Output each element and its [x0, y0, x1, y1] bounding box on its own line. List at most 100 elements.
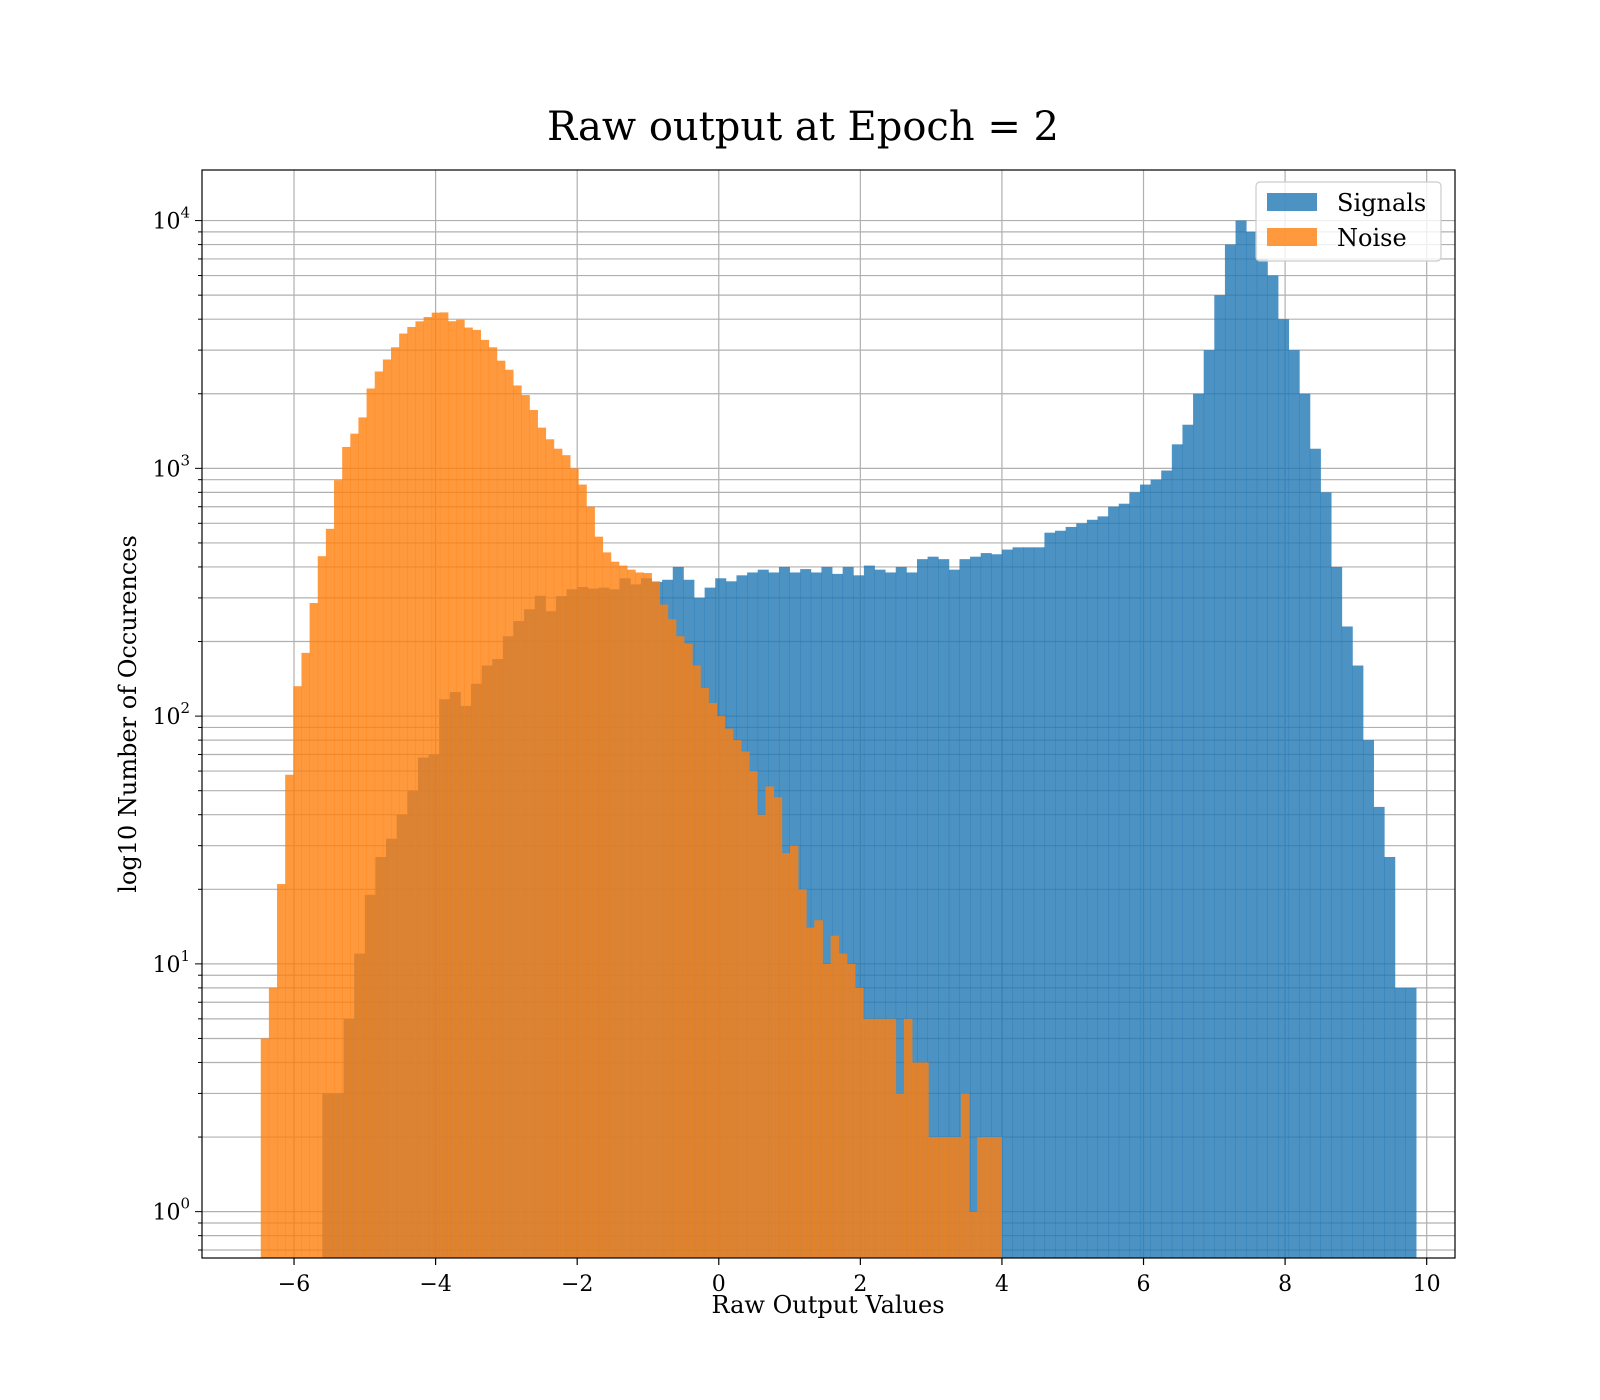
x-tick-label: 8	[1278, 1272, 1292, 1297]
noise-bar	[667, 619, 677, 1258]
signals-bar	[1246, 231, 1258, 1258]
signals-bar	[863, 565, 875, 1258]
noise-bar	[594, 536, 604, 1258]
signals-bar	[1309, 448, 1321, 1258]
noise-bar	[285, 774, 294, 1258]
noise-bar	[936, 1137, 945, 1258]
noise-bar	[993, 1137, 1002, 1258]
y-axis-ticks: 100 101 102 103 104	[152, 204, 202, 1251]
noise-bar	[399, 333, 408, 1258]
noise-bar	[537, 427, 547, 1258]
legend-swatch-signals	[1267, 193, 1317, 211]
noise-bar	[610, 561, 620, 1258]
signals-bar	[1341, 626, 1353, 1258]
signals-bar	[1362, 740, 1374, 1258]
signals-bar	[1267, 275, 1279, 1258]
noise-bar	[903, 1018, 913, 1258]
signals-bar	[980, 553, 992, 1258]
noise-bar	[765, 786, 775, 1258]
signals-bar	[874, 569, 886, 1258]
noise-bar	[822, 963, 832, 1258]
signals-bar	[1299, 393, 1311, 1258]
noise-bar	[447, 321, 457, 1258]
signals-bar	[1161, 470, 1173, 1258]
noise-bar	[895, 1093, 905, 1258]
noise-bar	[350, 433, 359, 1259]
signals-bar	[1203, 350, 1215, 1258]
noise-bar	[838, 953, 848, 1258]
noise-bar	[773, 797, 783, 1258]
noise-bar	[260, 1038, 270, 1258]
noise-bar	[570, 468, 579, 1258]
noise-bar	[545, 439, 555, 1258]
noise-bar	[439, 312, 449, 1258]
noise-bar	[301, 652, 311, 1258]
x-tick-label: 10	[1413, 1272, 1441, 1297]
signals-bar	[1086, 519, 1098, 1258]
y-tick-label: 104	[152, 204, 190, 235]
noise-bar	[334, 480, 343, 1258]
y-tick-label: 102	[152, 699, 190, 730]
signals-bar	[1012, 547, 1024, 1258]
noise-bar	[692, 665, 701, 1258]
x-tick-label: −2	[561, 1272, 593, 1297]
noise-bar	[553, 448, 563, 1258]
noise-bar	[855, 987, 864, 1258]
noise-bar	[675, 636, 685, 1258]
legend-label-noise: Noise	[1337, 224, 1407, 252]
signals-bar	[959, 559, 971, 1258]
plot-area-frame	[201, 169, 1456, 1259]
legend: Signals Noise	[1255, 181, 1442, 262]
signals-bar	[832, 573, 844, 1258]
signals-bar	[1065, 526, 1077, 1258]
noise-bar	[561, 455, 571, 1258]
signals-bar	[1214, 295, 1226, 1259]
y-tick-label: 101	[152, 947, 190, 978]
signals-bar	[821, 566, 833, 1258]
noise-bar	[830, 935, 840, 1258]
noise-bar	[846, 963, 856, 1258]
signals-bar	[1288, 350, 1300, 1258]
noise-bar	[325, 528, 335, 1258]
noise-bar	[741, 751, 750, 1258]
histogram-bars	[260, 220, 1417, 1259]
signals-bar	[916, 559, 929, 1258]
signals-bar	[1394, 987, 1406, 1258]
noise-bar	[798, 889, 807, 1258]
x-tick-label: 2	[853, 1272, 867, 1297]
x-tick-label: 4	[995, 1272, 1009, 1297]
noise-bar	[724, 728, 734, 1258]
noise-bar	[529, 409, 538, 1259]
noise-bar	[342, 446, 351, 1258]
noise-bar	[627, 569, 636, 1258]
signals-bar	[885, 572, 897, 1258]
noise-bar	[472, 329, 481, 1258]
signals-bar	[1150, 479, 1162, 1258]
noise-bar	[496, 360, 506, 1258]
noise-bar	[293, 686, 302, 1258]
noise-bar	[374, 371, 384, 1259]
noise-bar	[789, 845, 799, 1258]
signals-bar	[1044, 532, 1056, 1258]
noise-bar	[977, 1137, 986, 1258]
signals-bar	[1129, 492, 1141, 1258]
signals-bar	[948, 569, 960, 1258]
signals-bar	[1331, 566, 1343, 1258]
chart-title: Raw output at Epoch = 2	[547, 104, 1059, 150]
noise-bar	[944, 1137, 954, 1258]
signals-bar	[1139, 484, 1151, 1259]
signals-bar	[927, 556, 939, 1258]
noise-bar	[415, 321, 424, 1258]
signals-bar	[842, 566, 854, 1258]
x-tick-label: −4	[419, 1272, 451, 1297]
noise-bar	[602, 552, 612, 1258]
signals-bar	[906, 572, 918, 1258]
x-axis-label: Raw Output Values	[711, 1291, 944, 1319]
noise-bar	[366, 388, 376, 1258]
noise-bar	[521, 395, 530, 1258]
signals-bar	[1320, 492, 1332, 1258]
legend-label-signals: Signals	[1337, 189, 1426, 217]
signals-bar	[853, 575, 865, 1258]
noise-bar	[708, 702, 718, 1258]
